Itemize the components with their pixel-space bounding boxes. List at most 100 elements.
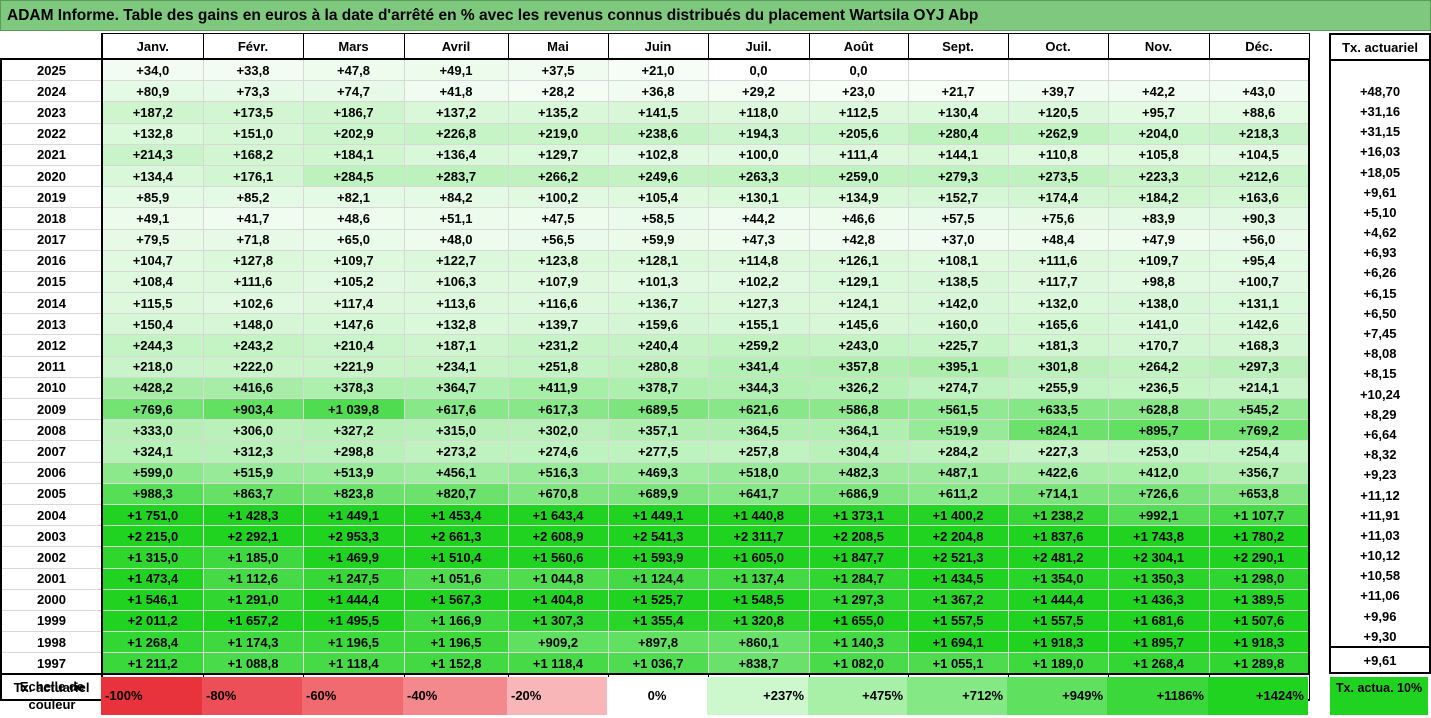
gain-cell: +769,2 — [1209, 419, 1310, 442]
gain-cell: +1 211,2 — [102, 652, 204, 675]
gain-cell: +1 400,2 — [908, 504, 1009, 527]
gain-cell: +218,3 — [1209, 123, 1310, 145]
gain-cell: +259,2 — [708, 334, 810, 357]
gain-cell: +2 481,2 — [1008, 546, 1109, 569]
gain-cell: +160,0 — [908, 313, 1009, 336]
gain-cell: +280,4 — [908, 123, 1009, 145]
gain-cell: +2 304,1 — [1108, 546, 1210, 569]
gain-cell: +333,0 — [102, 419, 204, 442]
year-row: 2006 +599,0 +515,9 +513,9 +456,1 +516,3 +469,3… — [0, 462, 1310, 484]
gain-cell: +132,8 — [404, 313, 509, 336]
gain-cell: +838,7 — [708, 652, 810, 675]
year-label: 2022 — [0, 123, 103, 145]
gain-cell: +176,1 — [203, 165, 304, 188]
gain-cell: +234,1 — [404, 356, 509, 378]
gain-cell: +611,2 — [908, 483, 1009, 505]
gain-cell: +114,8 — [708, 250, 810, 272]
gain-cell: +1 289,8 — [1209, 652, 1310, 675]
gain-cell: +992,1 — [1108, 504, 1210, 527]
gain-cell: +223,3 — [1108, 165, 1210, 188]
color-scale-stop: -60% — [302, 677, 403, 715]
gain-cell: +56,0 — [1209, 229, 1310, 251]
gain-cell: +2 204,8 — [908, 525, 1009, 548]
gain-cell: +88,6 — [1209, 101, 1310, 124]
year-label: 1997 — [0, 652, 103, 675]
year-row: 1998 +1 268,4 +1 174,3 +1 196,5 +1 196,5 +909… — [0, 631, 1310, 654]
gain-cell: +860,1 — [708, 631, 810, 654]
gain-cell: +123,8 — [508, 250, 609, 272]
gain-cell: +47,8 — [303, 58, 405, 82]
gain-cell: +988,3 — [102, 483, 204, 505]
gain-cell: +1 847,7 — [809, 546, 909, 569]
gain-cell: +304,4 — [809, 440, 909, 463]
gain-cell: +1 525,7 — [608, 589, 709, 611]
gain-cell: +266,2 — [508, 165, 609, 188]
gain-cell: +1 185,0 — [203, 546, 304, 569]
tx-actuariel-cell: +10,58 — [1329, 565, 1431, 586]
year-row: 2022 +132,8 +151,0 +202,9 +226,8 +219,0 +238,6… — [0, 123, 1310, 145]
gain-cell: +1 196,5 — [404, 631, 509, 654]
gain-cell: +1 473,4 — [102, 568, 204, 590]
gain-cell: +2 521,3 — [908, 546, 1009, 569]
color-scale-stop: +1186% — [1107, 677, 1208, 715]
tx-actuariel-cell — [1329, 60, 1431, 82]
year-label: 2017 — [0, 229, 103, 251]
month-header: Mars — [302, 33, 405, 60]
gain-cell: +1 140,3 — [809, 631, 909, 654]
gain-cell: +120,5 — [1008, 101, 1109, 124]
gain-cell: +21,0 — [608, 58, 709, 82]
year-label: 2020 — [0, 165, 103, 188]
gain-cell: +128,1 — [608, 250, 709, 272]
gain-cell: +1 039,8 — [303, 398, 405, 421]
year-row: 2021 +214,3 +168,2 +184,1 +136,4 +129,7 +102,8… — [0, 144, 1310, 166]
gain-cell: +2 292,1 — [203, 525, 304, 548]
tx-actuariel-cell: +31,16 — [1329, 101, 1431, 122]
gain-cell: +617,3 — [508, 398, 609, 421]
tx-actuariel-cell: +8,15 — [1329, 363, 1431, 384]
gain-cell: +59,9 — [608, 229, 709, 251]
gain-cell: +356,7 — [1209, 462, 1310, 484]
year-row: 2025 +34,0 +33,8 +47,8 +49,1 +37,5 +21,0 0,0 0,0 — [0, 58, 1310, 82]
tx-actuariel-cell: +6,93 — [1329, 242, 1431, 263]
gain-cell: +1 036,7 — [608, 652, 709, 675]
gain-cell: +1 268,4 — [102, 631, 204, 654]
tx-actuariel-cell: +4,62 — [1329, 222, 1431, 243]
gain-cell: +1 918,3 — [1209, 631, 1310, 654]
average-row-label: Tx. actuariel — [0, 673, 103, 702]
gain-cell: +21,7 — [908, 80, 1009, 103]
gain-cell: +1 044,8 — [508, 568, 609, 590]
gain-cell: +1 436,3 — [1108, 589, 1210, 611]
gain-cell: +134,9 — [809, 186, 909, 209]
gain-cell: +1 055,1 — [908, 652, 1009, 675]
gain-cell: +184,1 — [303, 144, 405, 166]
year-label: 2003 — [0, 525, 103, 548]
gain-cell: +222,0 — [203, 356, 304, 378]
year-row: 2015 +108,4 +111,6 +105,2 +106,3 +107,9 +101,3… — [0, 271, 1310, 294]
gain-cell: +1 557,5 — [908, 610, 1009, 633]
gain-cell: +85,9 — [102, 186, 204, 209]
gain-cell: +378,7 — [608, 377, 709, 400]
gain-cell: +422,6 — [1008, 462, 1109, 484]
gain-cell: +152,7 — [908, 186, 1009, 209]
gain-cell: +820,7 — [404, 483, 509, 505]
year-label: 2007 — [0, 440, 103, 463]
gain-cell: +1 320,8 — [708, 610, 810, 633]
year-row: 2009 +769,6 +903,4 +1 039,8 +617,6 +617,3 +689… — [0, 398, 1310, 421]
gain-cell: +111,6 — [1008, 250, 1109, 272]
gain-cell: +218,0 — [102, 356, 204, 378]
gain-cell: +56,5 — [508, 229, 609, 251]
gain-cell: +1 174,3 — [203, 631, 304, 654]
color-scale-stop: +237% — [707, 677, 808, 715]
gain-cell: +115,5 — [102, 292, 204, 315]
gain-cell: +1 444,4 — [303, 589, 405, 611]
tx-actuariel-cell: +10,24 — [1329, 384, 1431, 405]
gain-cell: +254,4 — [1209, 440, 1310, 463]
gain-cell: +129,1 — [809, 271, 909, 294]
color-scale-stop: -20% — [507, 677, 607, 715]
gain-cell: +141,5 — [608, 101, 709, 124]
tx-actuariel-cell: +11,12 — [1329, 484, 1431, 506]
gain-cell: +302,0 — [508, 419, 609, 442]
year-row: 2007 +324,1 +312,3 +298,8 +273,2 +274,6 +277,5… — [0, 440, 1310, 463]
gain-cell: +102,2 — [708, 271, 810, 294]
gain-cell: +344,3 — [708, 377, 810, 400]
